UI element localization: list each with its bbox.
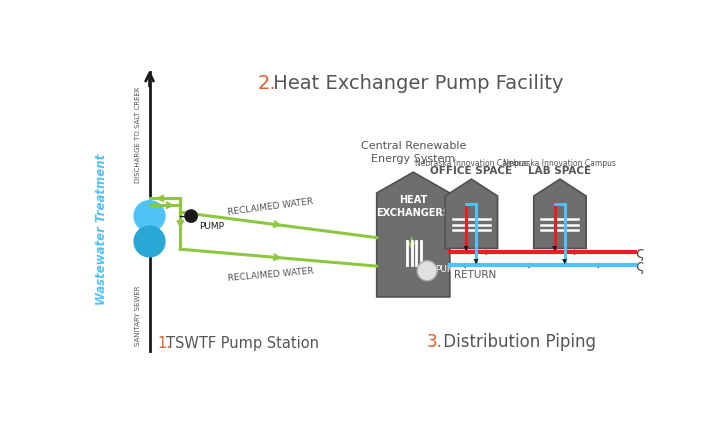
Text: Nebraska Innovation Campus: Nebraska Innovation Campus (415, 159, 528, 168)
Text: TSWTF Pump Station: TSWTF Pump Station (166, 336, 320, 351)
Text: HEAT
EXCHANGERS: HEAT EXCHANGERS (377, 195, 450, 218)
Text: RECLAIMED WATER: RECLAIMED WATER (228, 197, 314, 217)
Text: RETURN: RETURN (454, 270, 496, 280)
Text: Nebraska Innovation Campus: Nebraska Innovation Campus (503, 159, 616, 168)
Text: Wastewater Treatment: Wastewater Treatment (94, 154, 107, 305)
Text: 1.: 1. (157, 336, 171, 351)
Text: Heat Exchanger Pump Facility: Heat Exchanger Pump Facility (267, 74, 564, 93)
Text: 2.: 2. (257, 74, 276, 93)
Polygon shape (445, 179, 498, 248)
Text: SANITARY SEWER: SANITARY SEWER (135, 286, 141, 346)
Text: DISCHARGE TO SALT CREEK: DISCHARGE TO SALT CREEK (135, 87, 141, 184)
Text: 3.: 3. (427, 333, 443, 351)
Circle shape (134, 226, 165, 257)
Text: LAB SPACE: LAB SPACE (528, 166, 592, 176)
Text: RECLAIMED WATER: RECLAIMED WATER (228, 267, 314, 283)
Polygon shape (534, 179, 586, 248)
Text: Central Renewable
Energy System: Central Renewable Energy System (361, 141, 466, 165)
Circle shape (185, 210, 197, 222)
Text: PUMP: PUMP (199, 222, 224, 231)
Polygon shape (377, 172, 450, 297)
Text: PUMP: PUMP (435, 265, 460, 274)
Text: ς: ς (636, 245, 644, 261)
Text: SUPPLY: SUPPLY (454, 238, 491, 248)
Text: OFFICE SPACE: OFFICE SPACE (431, 166, 513, 176)
Text: Distribution Piping: Distribution Piping (438, 333, 595, 351)
Circle shape (417, 261, 437, 281)
Text: ς: ς (636, 258, 644, 274)
Circle shape (134, 201, 165, 232)
